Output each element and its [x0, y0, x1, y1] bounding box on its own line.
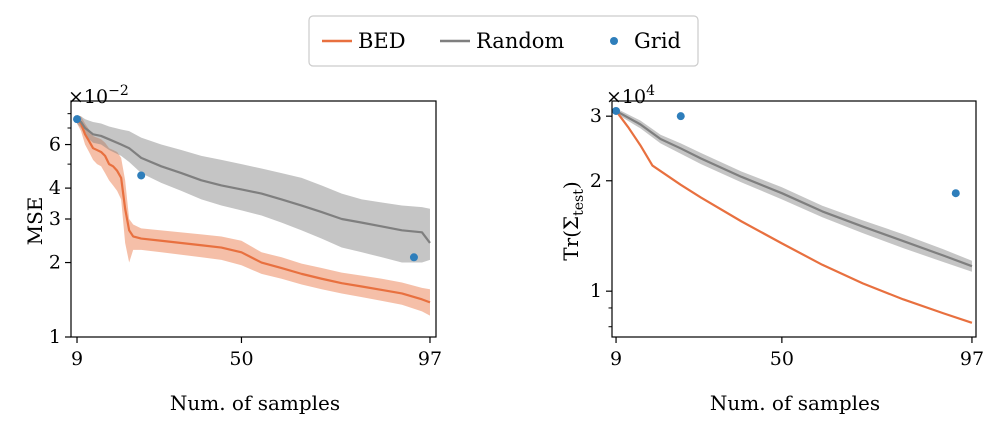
mse-y-tick-label: 4 — [49, 177, 61, 199]
legend-frame — [308, 15, 699, 67]
legend-label-grid: Grid — [634, 29, 681, 53]
mse-bed-band — [77, 115, 430, 316]
mse-x-tick-label: 50 — [229, 348, 253, 370]
trace-chart: ×104 Tr(Σtest) Num. of samples 9 50 97 1 2 3 — [559, 83, 984, 415]
trace-grid-point — [676, 112, 685, 121]
mse-plot-area — [76, 115, 431, 316]
trace-axes-frame — [611, 100, 977, 338]
legend-label-bed: BED — [358, 29, 406, 53]
trace-x-tick-label: 97 — [960, 348, 984, 370]
trace-x-tick-label: 9 — [610, 348, 622, 370]
trace-x-tick-label: 50 — [770, 348, 794, 370]
mse-x-tick-label: 97 — [418, 348, 442, 370]
trace-grid-point — [612, 106, 621, 115]
mse-chart: ×10−2 MSE Num. of samples 9 50 97 1 2 3 4 6 — [23, 83, 442, 415]
mse-multiplier: ×10−2 — [68, 83, 129, 108]
trace-grid-point — [951, 189, 960, 198]
mse-grid-point — [137, 171, 146, 180]
mse-random-line — [76, 118, 431, 244]
mse-x-tick-label: 9 — [71, 348, 83, 370]
mse-ylabel: MSE — [23, 197, 47, 246]
trace-random-band — [616, 108, 972, 272]
legend-label-random: Random — [476, 29, 564, 53]
mse-grid-point — [73, 115, 82, 124]
legend-swatch-grid — [610, 37, 618, 45]
trace-random-line — [615, 109, 973, 268]
mse-y-tick-label: 2 — [49, 252, 61, 274]
mse-y-tick-label: 6 — [49, 134, 61, 156]
trace-y-tick-label: 2 — [590, 170, 602, 192]
trace-multiplier: ×104 — [606, 83, 655, 108]
trace-plot-area — [615, 108, 973, 324]
mse-random-band — [77, 115, 430, 263]
trace-ylabel: Tr(Σtest) — [559, 181, 587, 260]
trace-bed-line — [615, 110, 973, 324]
mse-bed-line — [76, 118, 431, 304]
mse-xlabel: Num. of samples — [170, 391, 340, 415]
trace-y-tick-label: 1 — [590, 280, 602, 302]
mse-y-tick-label: 1 — [49, 326, 61, 348]
trace-xlabel: Num. of samples — [710, 391, 880, 415]
legend: BED Random Grid — [308, 15, 699, 67]
trace-y-tick-label: 3 — [590, 105, 602, 127]
mse-grid-point — [409, 253, 418, 262]
mse-y-tick-label: 3 — [49, 208, 61, 230]
